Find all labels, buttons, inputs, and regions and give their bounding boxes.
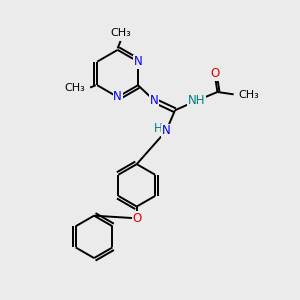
Text: O: O [132, 212, 141, 225]
Text: H: H [154, 122, 162, 135]
Text: N: N [113, 91, 122, 103]
Text: N: N [150, 94, 159, 107]
Text: N: N [162, 124, 171, 137]
Text: O: O [210, 67, 220, 80]
Text: N: N [134, 55, 142, 68]
Text: NH: NH [188, 94, 205, 107]
Text: CH₃: CH₃ [110, 28, 131, 38]
Text: CH₃: CH₃ [238, 90, 259, 100]
Text: CH₃: CH₃ [64, 82, 85, 93]
